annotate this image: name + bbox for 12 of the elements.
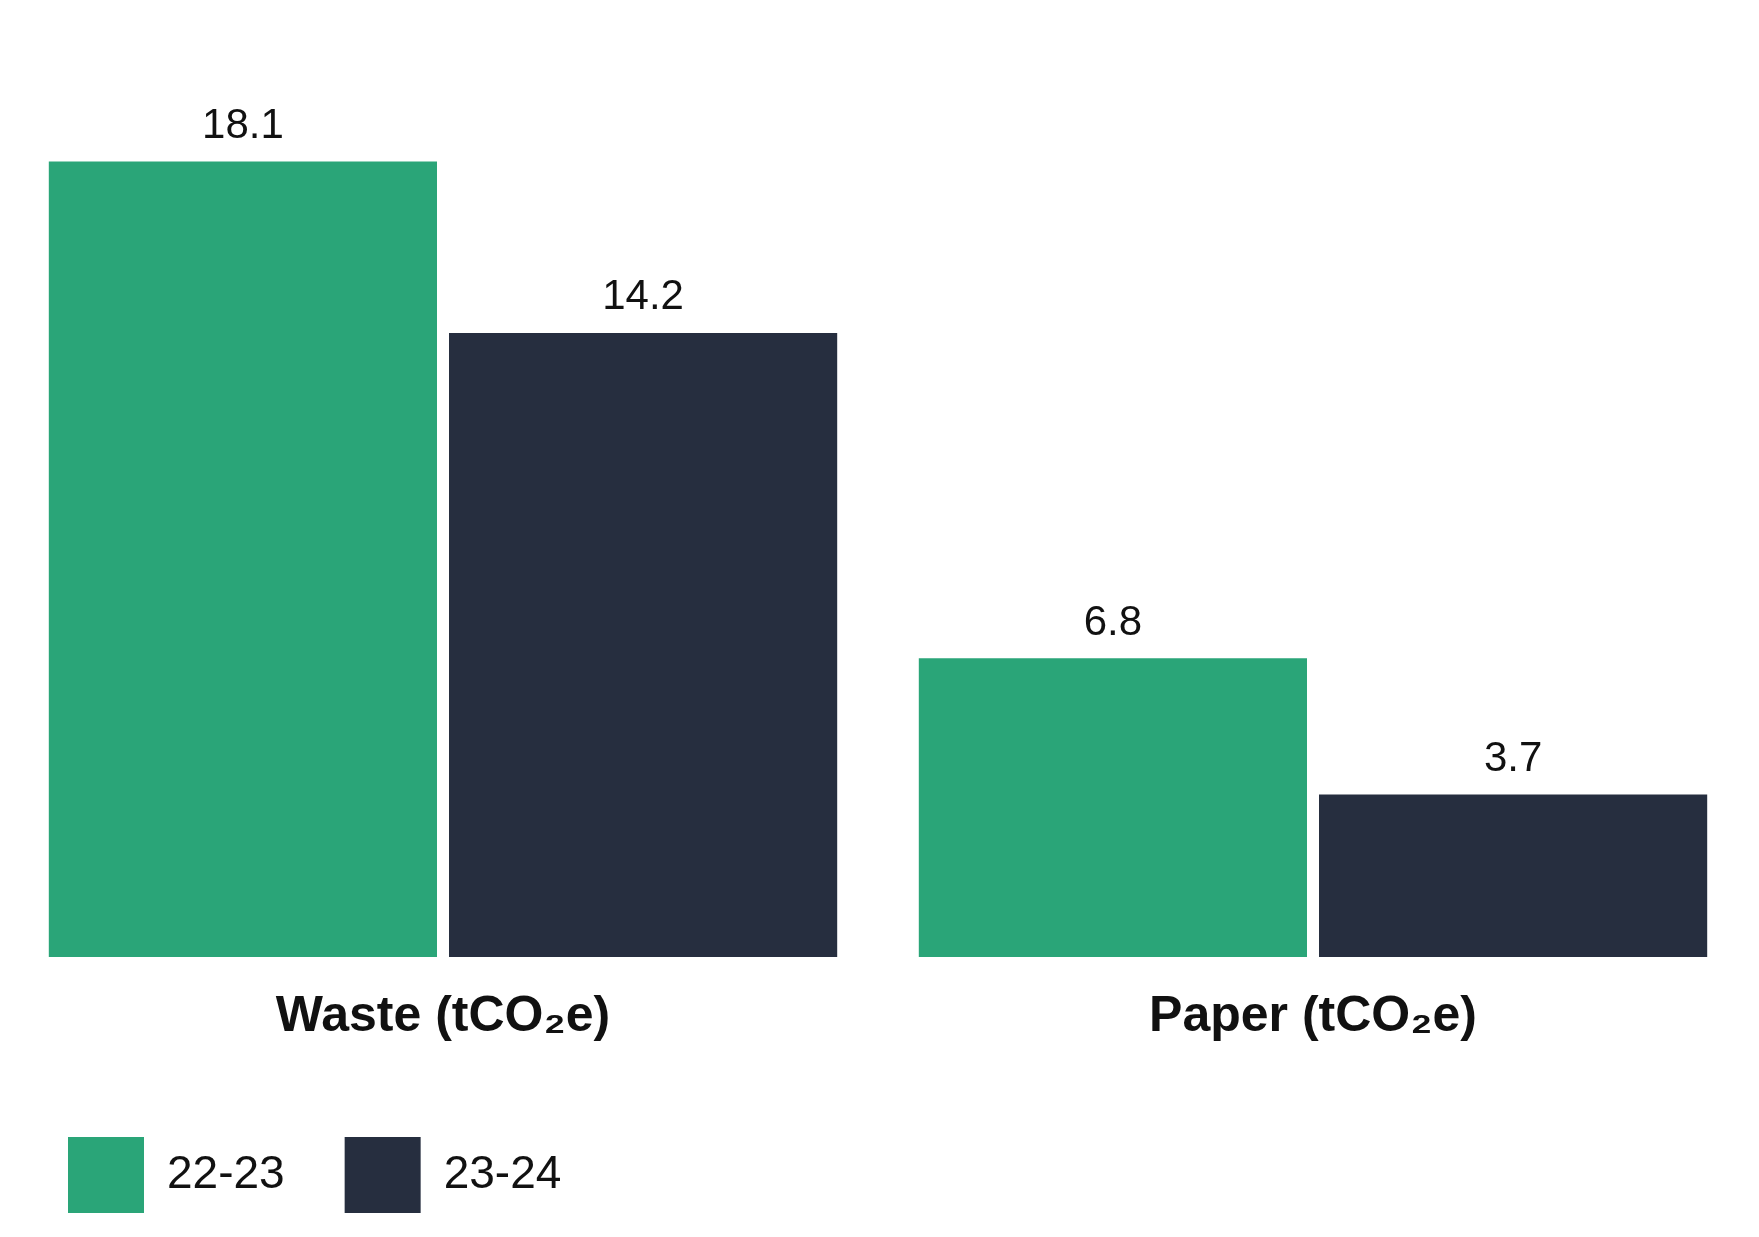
bar [1319,794,1708,957]
legend-label: 23-24 [443,1145,562,1198]
data-label: 6.8 [1083,596,1143,644]
x-tick-label: Waste (tCO₂e) [275,985,611,1042]
data-label: 18.1 [202,100,284,148]
bar [449,332,838,957]
bar [48,161,437,957]
legend-label: 22-23 [167,1145,285,1198]
data-label: 14.2 [602,271,684,319]
bar [918,658,1307,957]
data-label: 3.7 [1483,732,1543,780]
x-tick-label: Paper (tCO₂e) [1149,985,1477,1042]
